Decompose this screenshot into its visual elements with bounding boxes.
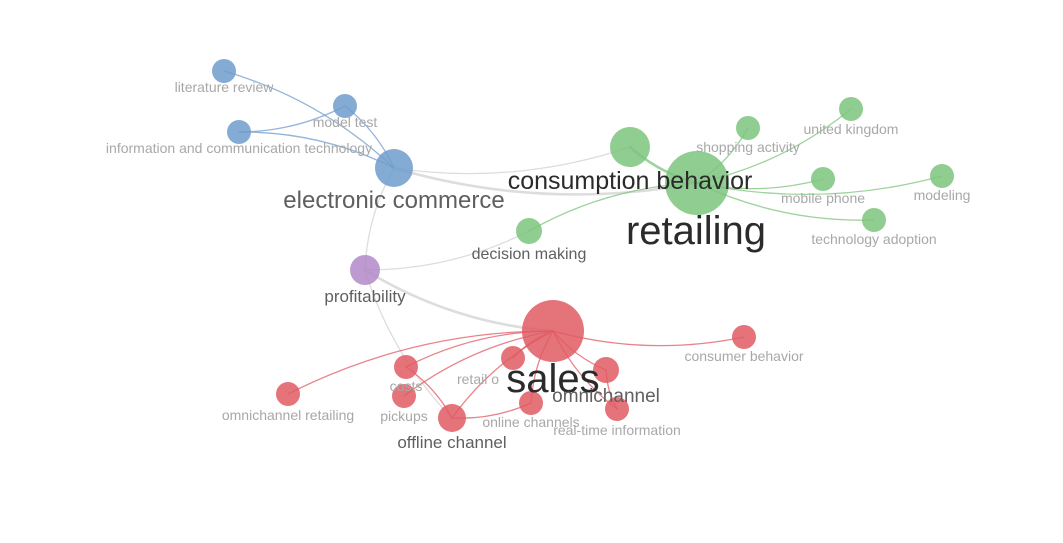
label-offline-channel: offline channel (397, 433, 506, 452)
edge-profitability-decision-making (364, 230, 530, 271)
label-omnichannel: omnichannel (552, 386, 660, 407)
node-sales[interactable] (522, 300, 584, 362)
label-pickups: pickups (380, 408, 427, 424)
node-costs[interactable] (394, 355, 418, 379)
node-consumption-behavior[interactable] (610, 127, 650, 167)
label-shopping-activity: shopping activity (696, 139, 800, 155)
node-ict[interactable] (227, 120, 251, 144)
node-profitability[interactable] (350, 255, 380, 285)
label-united-kingdom: united kingdom (804, 121, 899, 137)
node-omnichannel[interactable] (593, 357, 619, 383)
label-technology-adoption: technology adoption (811, 231, 936, 247)
edge-electronic-commerce-consumption-behavior (393, 146, 631, 175)
label-decision-making: decision making (472, 246, 587, 263)
label-real-time-information: real-time information (553, 422, 681, 438)
node-literature-review[interactable] (212, 59, 236, 83)
label-literature-review: literature review (175, 79, 275, 95)
node-shopping-activity[interactable] (736, 116, 760, 140)
label-electronic-commerce: electronic commerce (283, 187, 504, 214)
node-retail-outlets[interactable] (501, 346, 525, 370)
node-decision-making[interactable] (516, 218, 542, 244)
node-technology-adoption[interactable] (862, 208, 886, 232)
node-mobile-phone[interactable] (811, 167, 835, 191)
label-consumer-behavior: consumer behavior (684, 348, 803, 364)
node-offline-channel[interactable] (438, 404, 466, 432)
node-modeling[interactable] (930, 164, 954, 188)
node-layer (212, 59, 954, 432)
node-model-test[interactable] (333, 94, 357, 118)
node-omnichannel-retailing[interactable] (276, 382, 300, 406)
label-consumption-behavior: consumption behavior (508, 167, 753, 195)
label-retail-outlets: retail o (457, 371, 499, 387)
node-electronic-commerce[interactable] (375, 149, 413, 187)
edge-profitability-offline-channel (364, 269, 453, 419)
node-united-kingdom[interactable] (839, 97, 863, 121)
edge-electronic-commerce-literature-review (223, 70, 395, 169)
node-online-channels[interactable] (519, 391, 543, 415)
label-omnichannel-retailing: omnichannel retailing (222, 407, 354, 423)
label-model-test: model test (313, 114, 378, 130)
node-retailing[interactable] (665, 151, 729, 215)
label-modeling: modeling (914, 187, 971, 203)
edge-sales-omnichannel-retailing (287, 330, 554, 395)
label-mobile-phone: mobile phone (781, 190, 865, 206)
label-ict: information and communication technology (106, 140, 372, 156)
node-real-time-information[interactable] (605, 397, 629, 421)
node-consumer-behavior[interactable] (732, 325, 756, 349)
node-pickups[interactable] (392, 384, 416, 408)
label-online-channels: online channels (482, 414, 579, 430)
label-profitability: profitability (324, 287, 406, 306)
edge-electronic-commerce-retailing (392, 166, 699, 196)
label-costs: costs (390, 378, 423, 394)
label-layer: literature review model test information a… (106, 79, 970, 452)
label-sales: sales (506, 357, 599, 401)
label-retailing: retailing (626, 209, 766, 253)
